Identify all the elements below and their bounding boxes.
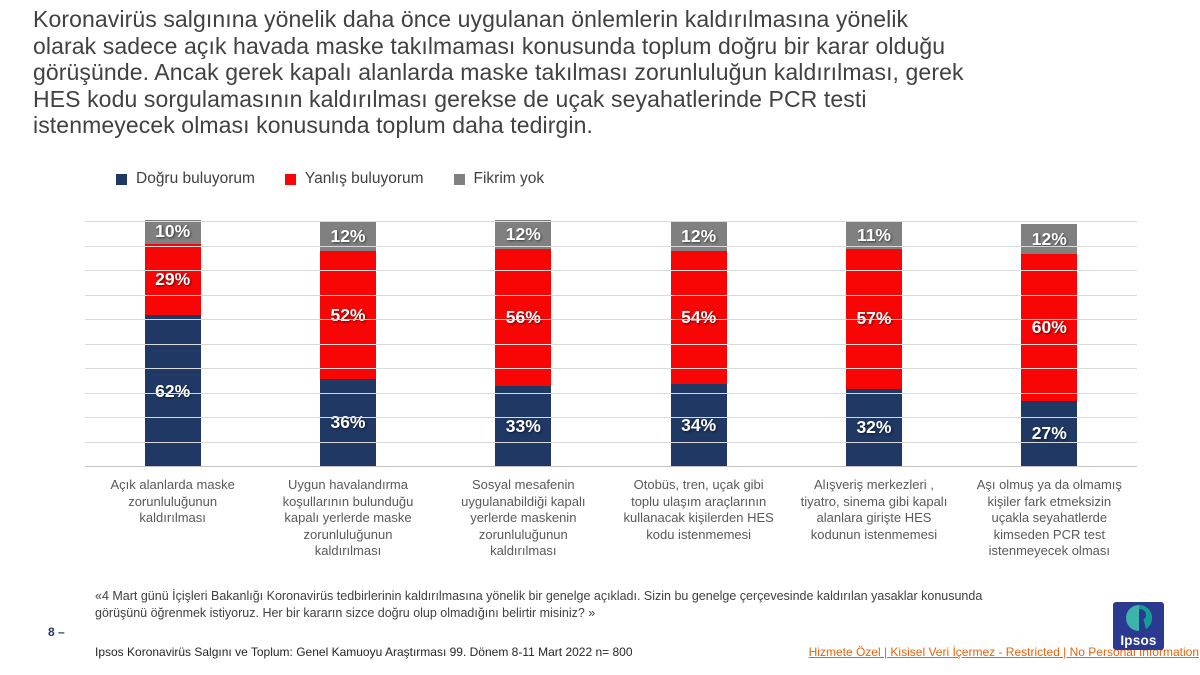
- bar-column: 36% 52% 12%: [260, 222, 435, 467]
- ipsos-logo-text: Ipsos: [1120, 633, 1157, 648]
- stacked-bar: 32% 57% 11%: [845, 222, 902, 467]
- gridline: [85, 221, 1137, 222]
- bar-column: 32% 57% 11%: [786, 222, 961, 467]
- bar-value-label: 34%: [681, 414, 717, 435]
- segment-dogru: 62%: [144, 315, 201, 467]
- source-line: Ipsos Koronavirüs Salgını ve Toplum: Gen…: [95, 645, 633, 659]
- bar-value-label: 29%: [155, 269, 191, 290]
- footnote-line: «4 Mart günü İçişleri Bakanlığı Koronavi…: [95, 589, 983, 603]
- bar-value-label: 62%: [155, 380, 191, 401]
- bar-value-label: 10%: [155, 221, 191, 242]
- bar-value-label: 54%: [681, 307, 717, 328]
- ipsos-logo: Ipsos: [1113, 602, 1164, 650]
- bar-value-label: 11%: [856, 225, 891, 245]
- gridline: [85, 245, 1137, 247]
- segment-yanlis: 57%: [845, 248, 902, 389]
- page-title: Koronavirüs salgınına yönelik daha önce …: [33, 6, 1193, 139]
- segment-dogru: 34%: [670, 383, 727, 467]
- segment-fikrim: 12%: [319, 222, 376, 252]
- bar-column: 27% 60% 12%: [962, 222, 1137, 467]
- segment-fikrim: 10%: [144, 219, 201, 245]
- bar-value-label: 52%: [330, 304, 366, 325]
- gridline: [85, 319, 1137, 320]
- gridline: [85, 294, 1137, 296]
- category-labels: Açık alanlarda maske zorunluluğunun kald…: [85, 477, 1137, 560]
- stacked-bar: 27% 60% 12%: [1021, 224, 1078, 467]
- title-line: istenmeyecek olması konusunda toplum dah…: [33, 112, 593, 138]
- gridline: [85, 392, 1137, 394]
- bar-value-label: 33%: [505, 416, 541, 437]
- bar-column: 34% 54% 12%: [611, 222, 786, 467]
- bars-row: 62% 29% 10% 36% 52% 12% 33% 56% 12% 34% 54% 12% 32% 5…: [85, 219, 1137, 467]
- title-line: olarak sadece açık havada maske takılmam…: [33, 32, 946, 59]
- footnote-line: görüşünü öğrenmek istiyoruz. Her bir kar…: [95, 606, 596, 620]
- segment-dogru: 27%: [1021, 400, 1078, 467]
- confidentiality-link[interactable]: Hizmete Özel | Kisisel Veri İçermez - Re…: [808, 645, 1199, 659]
- legend-swatch-navy-icon: [116, 173, 127, 185]
- category-label: Otobüs, tren, uçak gibi toplu ulaşım ara…: [623, 477, 774, 542]
- bar-column: 62% 29% 10%: [85, 219, 260, 467]
- legend-label: Yanlış buluyorum: [304, 170, 424, 187]
- gridline: [85, 343, 1137, 345]
- stacked-bar: 33% 56% 12%: [495, 219, 552, 467]
- segment-yanlis: 54%: [670, 251, 727, 384]
- legend-item-dogru: Doğru buluyorum: [116, 170, 255, 188]
- bar-column: 33% 56% 12%: [436, 219, 611, 467]
- category-label: Sosyal mesafenin uygulanabildiği kapalı …: [461, 477, 586, 558]
- segment-fikrim: 12%: [670, 222, 727, 252]
- category-label: Alışveriş merkezleri , tiyatro, sinema g…: [800, 477, 948, 542]
- category-label: Açık alanlarda maske zorunluluğunun kald…: [110, 477, 235, 525]
- bar-value-label: 56%: [505, 307, 541, 328]
- gridline: [85, 368, 1137, 369]
- chart-legend: Doğru buluyorum Yanlış buluyorum Fikrim …: [116, 170, 544, 188]
- bar-value-label: 12%: [330, 226, 366, 247]
- legend-label: Doğru buluyorum: [136, 170, 255, 187]
- bar-value-label: 12%: [505, 223, 541, 244]
- legend-item-yanlis: Yanlış buluyorum: [284, 170, 424, 188]
- stacked-bar: 34% 54% 12%: [670, 222, 727, 467]
- category-label: Uygun havalandırma koşullarının bulunduğ…: [282, 477, 414, 558]
- survey-question-footnote: «4 Mart günü İçişleri Bakanlığı Koronavi…: [95, 588, 982, 622]
- bar-value-label: 60%: [1031, 316, 1067, 337]
- gridline: [85, 441, 1137, 443]
- segment-fikrim: 11%: [845, 222, 902, 249]
- segment-dogru: 33%: [495, 386, 552, 467]
- segment-dogru: 32%: [845, 388, 902, 467]
- x-axis-line: [85, 466, 1137, 467]
- title-line: Koronavirüs salgınına yönelik daha önce …: [33, 6, 909, 32]
- category-label: Aşı olmuş ya da olmamış kişiler fark etm…: [976, 477, 1122, 558]
- title-line: görüşünde. Ancak gerek kapalı alanlarda …: [33, 59, 964, 85]
- legend-label: Fikrim yok: [473, 170, 545, 187]
- title-line: HES kodu sorgulamasının kaldırılması ger…: [33, 85, 867, 112]
- legend-swatch-red-icon: [284, 173, 296, 185]
- segment-yanlis: 60%: [1021, 253, 1078, 401]
- chart-plot: 62% 29% 10% 36% 52% 12% 33% 56% 12% 34% 54% 12% 32% 5…: [85, 219, 1137, 467]
- segment-yanlis: 29%: [144, 244, 201, 316]
- segment-fikrim: 12%: [495, 219, 552, 249]
- segment-yanlis: 56%: [495, 248, 552, 387]
- bar-value-label: 57%: [856, 308, 892, 329]
- segment-fikrim: 12%: [1021, 224, 1078, 254]
- stacked-bar: 36% 52% 12%: [319, 222, 376, 467]
- bar-value-label: 12%: [1031, 228, 1067, 249]
- bar-value-label: 12%: [681, 226, 717, 247]
- bar-value-label: 32%: [856, 417, 892, 438]
- bar-value-label: 27%: [1031, 423, 1067, 444]
- ipsos-head-icon: [1126, 605, 1152, 631]
- legend-swatch-gray-icon: [453, 173, 465, 185]
- stacked-bar: 62% 29% 10%: [144, 219, 201, 467]
- legend-item-fikrim: Fikrim yok: [453, 170, 545, 188]
- gridline: [85, 270, 1137, 271]
- page-number: 8 –: [48, 625, 65, 639]
- gridline: [85, 417, 1137, 418]
- bar-value-label: 36%: [330, 412, 366, 433]
